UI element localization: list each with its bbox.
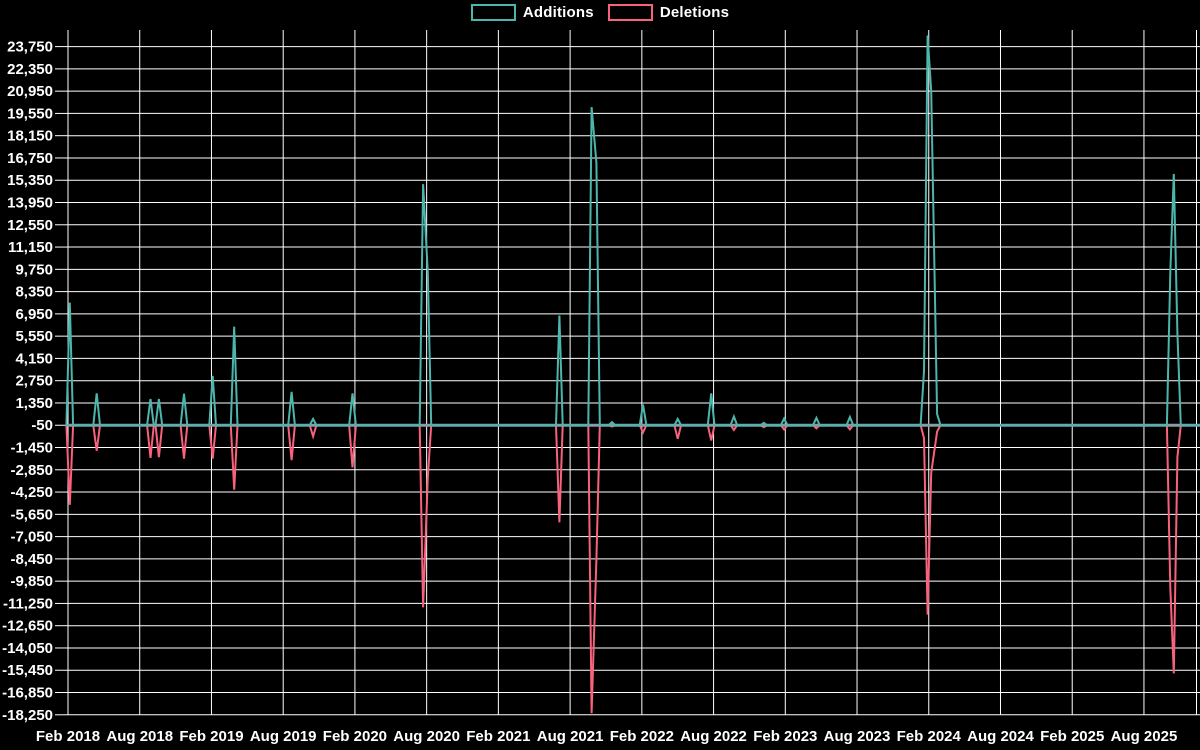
- y-tick-label: 9,750: [15, 261, 53, 278]
- y-tick-label: 4,150: [15, 350, 53, 367]
- legend-deletions-label: Deletions: [659, 4, 730, 21]
- x-tick-label: Aug 2024: [967, 728, 1034, 745]
- x-tick-label: Aug 2023: [824, 728, 891, 745]
- y-tick-label: 6,950: [15, 306, 53, 323]
- x-tick-label: Feb 2025: [1040, 728, 1104, 745]
- y-tick-label: 23,750: [7, 39, 53, 56]
- chart-legend: Additions Deletions: [0, 4, 1200, 21]
- legend-item-deletions[interactable]: Deletions: [607, 4, 730, 21]
- y-tick-label: -4,250: [10, 484, 53, 501]
- additions-line: [65, 35, 1200, 427]
- deletions-line: [65, 424, 1200, 714]
- x-tick-label: Feb 2024: [897, 728, 962, 745]
- x-tick-label: Aug 2025: [1111, 728, 1178, 745]
- y-tick-label: 18,150: [7, 128, 53, 145]
- y-tick-label: -5,650: [10, 506, 53, 523]
- y-tick-label: -15,450: [2, 662, 53, 679]
- legend-item-additions[interactable]: Additions: [470, 4, 594, 21]
- x-tick-label: Feb 2021: [466, 728, 530, 745]
- y-tick-label: -9,850: [10, 573, 53, 590]
- y-tick-label: -50: [31, 417, 53, 434]
- x-tick-label: Aug 2021: [537, 728, 604, 745]
- y-tick-label: 2,750: [15, 373, 53, 390]
- y-tick-label: 13,950: [7, 195, 53, 212]
- y-tick-label: -16,850: [2, 685, 53, 702]
- y-tick-label: 15,350: [7, 172, 53, 189]
- x-tick-label: Aug 2022: [680, 728, 747, 745]
- x-tick-label: Aug 2019: [250, 728, 317, 745]
- y-tick-label: -18,250: [2, 707, 53, 724]
- y-tick-label: 12,550: [7, 217, 53, 234]
- y-tick-label: 5,550: [15, 328, 53, 345]
- y-tick-label: 19,550: [7, 105, 53, 122]
- x-tick-label: Aug 2020: [393, 728, 460, 745]
- x-tick-label: Feb 2019: [179, 728, 243, 745]
- legend-additions-label: Additions: [522, 4, 594, 21]
- y-tick-label: -11,250: [3, 595, 53, 612]
- y-tick-label: 22,350: [7, 61, 53, 78]
- x-tick-label: Feb 2023: [753, 728, 817, 745]
- y-tick-label: 11,150: [8, 239, 53, 256]
- y-tick-label: -2,850: [10, 462, 53, 479]
- y-tick-label: -12,650: [2, 618, 53, 635]
- y-tick-label: -14,050: [2, 640, 53, 657]
- x-tick-label: Aug 2018: [106, 728, 173, 745]
- deletions-swatch-icon: [607, 4, 653, 21]
- x-tick-label: Feb 2018: [36, 728, 100, 745]
- y-tick-label: 16,750: [7, 150, 53, 167]
- y-tick-label: 8,350: [15, 284, 53, 301]
- x-tick-label: Feb 2020: [323, 728, 387, 745]
- y-tick-label: 20,950: [7, 83, 53, 100]
- y-tick-label: -1,450: [10, 440, 53, 457]
- y-tick-label: 1,350: [15, 395, 53, 412]
- y-tick-label: -8,450: [10, 551, 53, 568]
- y-tick-label: -7,050: [10, 529, 53, 546]
- x-tick-label: Feb 2022: [610, 728, 674, 745]
- additions-swatch-icon: [470, 4, 516, 21]
